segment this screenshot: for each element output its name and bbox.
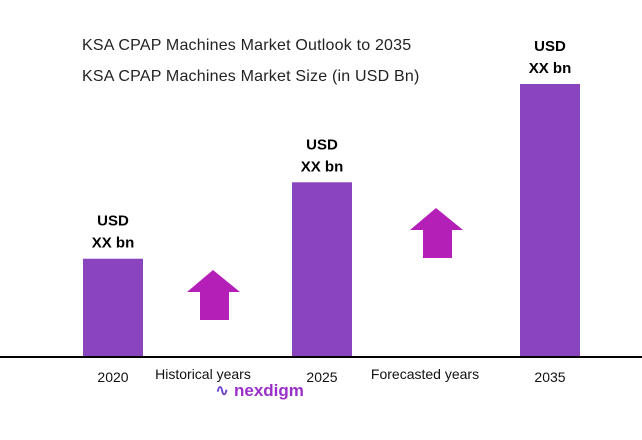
nexdigm-logo: ∿ nexdigm: [215, 381, 304, 401]
x-tick-label: 2035: [534, 369, 565, 385]
x-tick-label: 2025: [306, 369, 337, 385]
x-tick-label: 2020: [97, 369, 128, 385]
data-label-currency: USD: [97, 213, 129, 230]
chart-subtitle: KSA CPAP Machines Market Size (in USD Bn…: [82, 68, 420, 85]
data-label-currency: USD: [306, 136, 338, 153]
period-label-historical: Historical years: [155, 366, 251, 382]
logo-wave-icon: ∿: [215, 381, 230, 400]
chart-title: KSA CPAP Machines Market Outlook to 2035: [82, 37, 412, 54]
data-label-currency: USD: [534, 38, 566, 55]
data-label-value: XX bn: [92, 235, 135, 252]
growth-arrow-forecast-icon: [410, 208, 463, 258]
bar-2025: [292, 182, 352, 357]
period-label-forecasted: Forecasted years: [371, 366, 479, 382]
bar-2020: [83, 258, 143, 357]
growth-arrow-historical-icon: [187, 270, 240, 320]
data-label-value: XX bn: [529, 60, 572, 77]
logo-text: nexdigm: [233, 381, 304, 400]
data-label-value: XX bn: [301, 158, 344, 175]
bar-2035: [520, 84, 580, 357]
